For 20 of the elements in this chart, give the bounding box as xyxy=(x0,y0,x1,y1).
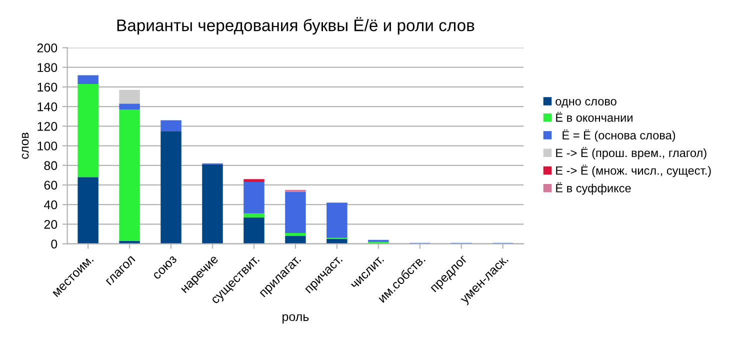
chart-title: Варианты чередования буквы Ё/ё и роли слов xyxy=(117,17,474,35)
y-axis-title: слов xyxy=(22,132,29,159)
y-tick-label: 0 xyxy=(51,240,58,248)
y-tick-label: 140 xyxy=(38,102,58,112)
y-tick-label: 200 xyxy=(37,44,58,52)
y-tick-label: 20 xyxy=(44,220,58,229)
y-tick-label: 120 xyxy=(38,122,58,131)
y-tick-label: 160 xyxy=(38,82,58,92)
y-tick-label: 40 xyxy=(44,200,58,210)
legend-label: Е -> Ё (множ. числ., сущест.) xyxy=(556,164,711,178)
legend-label: Ё в окончании xyxy=(556,112,632,122)
legend-label: Ё = Ё (основа слова) xyxy=(562,129,676,142)
x-axis-title: роль xyxy=(282,314,309,324)
legend-label: одно слово xyxy=(556,99,616,108)
y-tick-label: 180 xyxy=(38,63,58,72)
y-tick-label: 100 xyxy=(38,142,58,150)
y-tick-label: 80 xyxy=(44,161,58,170)
y-tick-label: 60 xyxy=(44,180,58,190)
legend-label: Ё в суффиксе xyxy=(556,182,631,195)
legend-label: Е -> Ё (прош. врем., глагол) xyxy=(556,147,706,160)
